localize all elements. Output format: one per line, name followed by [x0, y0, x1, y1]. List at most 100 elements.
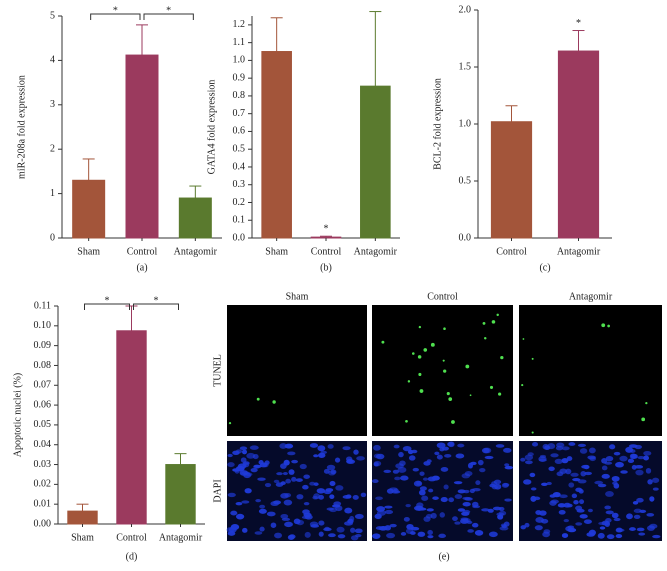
nucleus [309, 443, 319, 448]
tunel-dot [498, 392, 502, 396]
nucleus [258, 460, 264, 465]
nucleus [563, 519, 570, 523]
error-bar [505, 105, 518, 122]
significance-label: * [154, 295, 159, 306]
nucleus [242, 527, 248, 533]
bar [490, 121, 533, 239]
nucleus [227, 462, 235, 468]
bar [360, 85, 391, 239]
nucleus [525, 460, 533, 465]
nucleus [612, 481, 618, 485]
nucleus [383, 469, 392, 473]
tunel-dot [522, 338, 525, 340]
error-bar [572, 30, 585, 52]
nucleus [616, 528, 625, 532]
nucleus [563, 502, 571, 508]
nucleus [527, 452, 534, 457]
nucleus [559, 494, 568, 499]
nucleus [499, 526, 509, 531]
nucleus [255, 499, 261, 503]
panel-caption: (c) [539, 262, 550, 273]
nucleus [318, 531, 324, 537]
y-tick-label: 0.04 [34, 439, 52, 450]
y-tick-label: 0.5 [459, 175, 472, 186]
nucleus [427, 535, 434, 539]
row-label: TUNEL [212, 354, 223, 387]
nucleus [479, 467, 486, 473]
nucleus [304, 531, 311, 538]
nucleus [547, 443, 556, 450]
y-tick-label: 0.3 [233, 179, 246, 190]
nucleus [427, 529, 433, 536]
x-tick-label: Antagomir [354, 246, 398, 257]
nucleus [611, 512, 619, 519]
nucleus [266, 511, 276, 517]
nucleus [580, 470, 587, 477]
tunel-dot [443, 327, 446, 330]
y-tick-label: 0.09 [34, 340, 52, 351]
nucleus [447, 441, 455, 448]
x-tick-label: Control [496, 246, 527, 257]
tunel-dot [446, 392, 450, 396]
nucleus [279, 443, 288, 449]
nucleus [583, 464, 590, 470]
y-tick-label: 0.6 [233, 126, 246, 137]
nucleus [504, 465, 514, 470]
nucleus [384, 505, 393, 509]
nucleus [520, 457, 526, 462]
nucleus [579, 514, 588, 519]
y-tick-label: 0.2 [233, 197, 246, 208]
nucleus [520, 525, 527, 530]
nucleus [323, 527, 332, 532]
nucleus [605, 510, 614, 515]
nucleus [228, 526, 237, 533]
nucleus [327, 444, 334, 449]
nucleus [443, 484, 449, 490]
nucleus [448, 497, 455, 503]
nucleus [230, 510, 238, 516]
nucleus [346, 458, 354, 464]
tunel-dot [405, 419, 408, 423]
nucleus [605, 518, 612, 523]
row-label: DAPI [212, 479, 223, 502]
nucleus [423, 516, 431, 522]
nucleus [405, 503, 411, 508]
nucleus [384, 509, 394, 515]
nucleus [259, 504, 266, 509]
error-bar [125, 305, 138, 331]
bar [178, 197, 212, 239]
y-tick-label: 0.11 [34, 300, 51, 311]
significance-label: * [166, 5, 171, 16]
nucleus [432, 496, 439, 500]
y-tick-label: 0.07 [34, 380, 52, 391]
nucleus [438, 533, 446, 539]
x-tick-label: Control [311, 246, 342, 257]
nucleus [531, 442, 539, 447]
nucleus [283, 499, 293, 506]
nucleus [405, 528, 414, 535]
nucleus [577, 479, 587, 484]
nucleus [550, 499, 559, 504]
nucleus [550, 453, 559, 458]
nucleus [408, 455, 416, 461]
tunel-dot [256, 397, 260, 401]
nucleus [629, 453, 637, 460]
nucleus [250, 468, 258, 473]
nucleus [318, 494, 325, 500]
nucleus [605, 456, 614, 462]
nucleus [649, 496, 655, 502]
nucleus [500, 523, 507, 528]
nucleus [471, 522, 479, 528]
nucleus [411, 449, 418, 454]
nucleus [543, 529, 551, 534]
nucleus [557, 503, 566, 508]
nucleus [636, 527, 645, 532]
x-tick-label: Sham [265, 246, 288, 257]
bar [116, 330, 147, 525]
nucleus [416, 480, 422, 486]
panel-caption: (e) [438, 551, 449, 562]
nucleus [530, 495, 537, 502]
nucleus [534, 525, 543, 531]
bar [125, 54, 159, 239]
